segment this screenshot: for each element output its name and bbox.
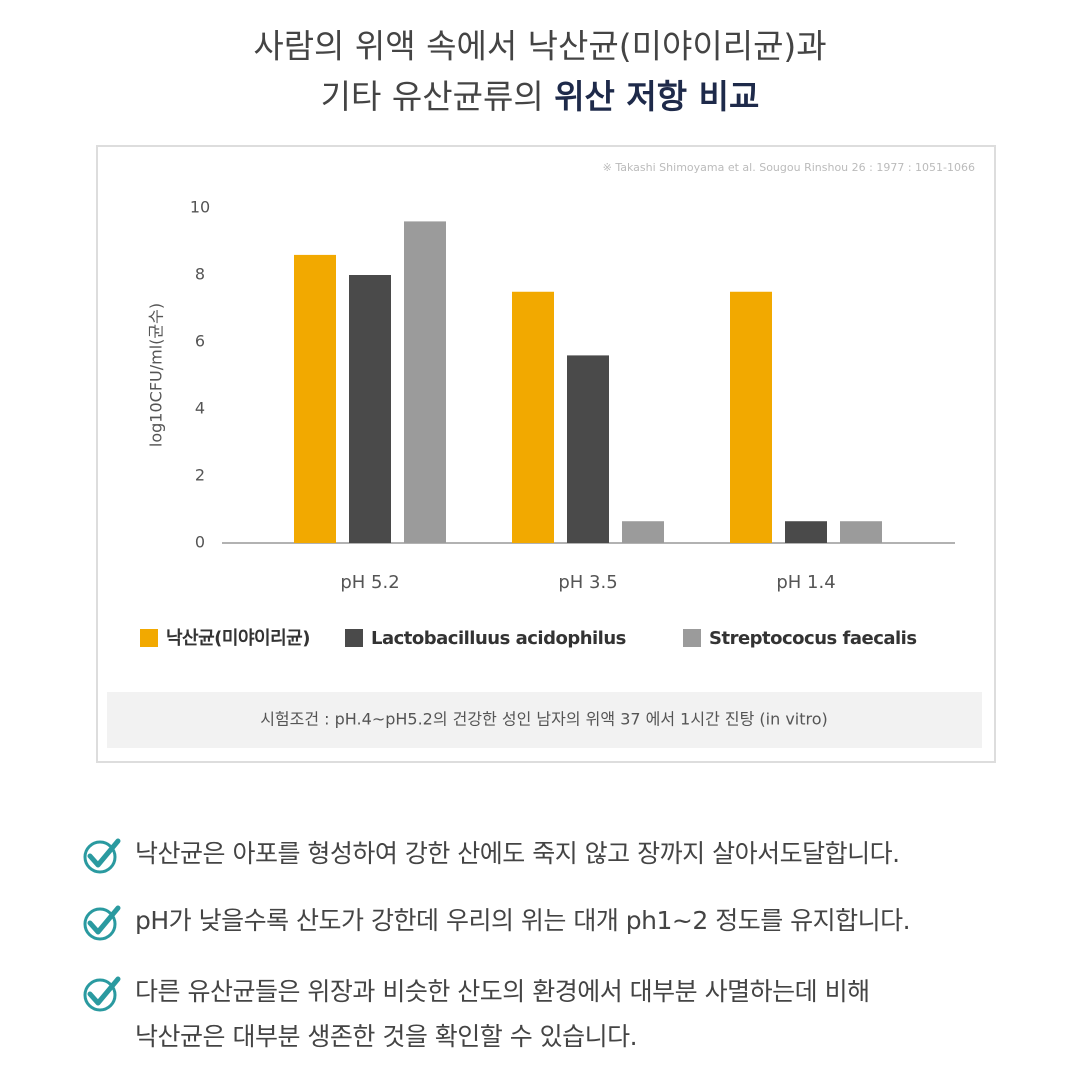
y-tick-label: 6 [195,332,205,351]
bar [567,355,609,543]
bar [512,291,554,543]
y-tick-label: 8 [195,265,205,284]
bullet-text: 다른 유산균들은 위장과 비슷한 산도의 환경에서 대부분 사멸하는데 비해 [135,977,870,1006]
bullet-text: 낙산균은 대부분 생존한 것을 확인할 수 있습니다. [135,1022,637,1051]
bar [349,275,391,543]
legend-swatch [140,629,158,647]
title-plain: 기타 유산균류의 [321,77,544,116]
plot: 0 2 4 6 8 10 pH 5.2 pH 3.5 pH 1.4 낙산균(미야이리균) Lacto… [140,198,955,649]
bar [622,521,664,543]
title-line: 사람의 위액 속에서 낙산균(미야이리균)과 [253,27,826,66]
legend-label: Streptococus faecalis [709,628,917,649]
x-tick-label: pH 5.2 [340,572,399,593]
x-tick-label: pH 1.4 [776,572,835,593]
bar [840,521,882,543]
bar [294,254,336,543]
legend-label: 낙산균(미야이리균) [166,628,310,649]
legend-label: Lactobacilluus acidophilus [371,628,626,649]
check-icon [83,978,117,1012]
bullet-text: pH가 낮을수록 산도가 강한데 우리의 위는 대개 ph1~2 정도를 유지합… [135,906,910,935]
title-bold: 위산 저항 비교 [554,77,759,116]
check-mark [87,838,121,868]
bar [404,221,446,543]
check-icon [83,840,117,874]
check-mark [87,976,121,1006]
y-tick-label: 10 [190,198,210,217]
bar [730,291,772,543]
source: ※ Takashi Shimoyama et al. Sougou Rinsho… [603,161,975,174]
y-tick-label: 0 [195,533,205,552]
check-icon [83,907,117,941]
y-tick-label: 4 [195,399,205,418]
y-axis-label: log10CFU/ml(균수) [147,303,166,447]
x-tick-label: pH 3.5 [558,572,617,593]
bullets: 낙산균은 아포를 형성하여 강한 산에도 죽지 않고 장까지 살아서도달합니다.… [83,838,911,1051]
note-box [107,692,982,748]
legend-swatch [345,629,363,647]
legend-swatch [683,629,701,647]
bar [785,521,827,543]
note: 시험조건 : pH.4~pH5.2의 건강한 성인 남자의 위액 37 에서 1… [260,710,828,729]
title-line: 기타 유산균류의 위산 저항 비교 [321,77,760,116]
bullet-text: 낙산균은 아포를 형성하여 강한 산에도 죽지 않고 장까지 살아서도달합니다. [135,839,900,868]
check-mark [87,905,121,935]
y-tick-label: 2 [195,466,205,485]
